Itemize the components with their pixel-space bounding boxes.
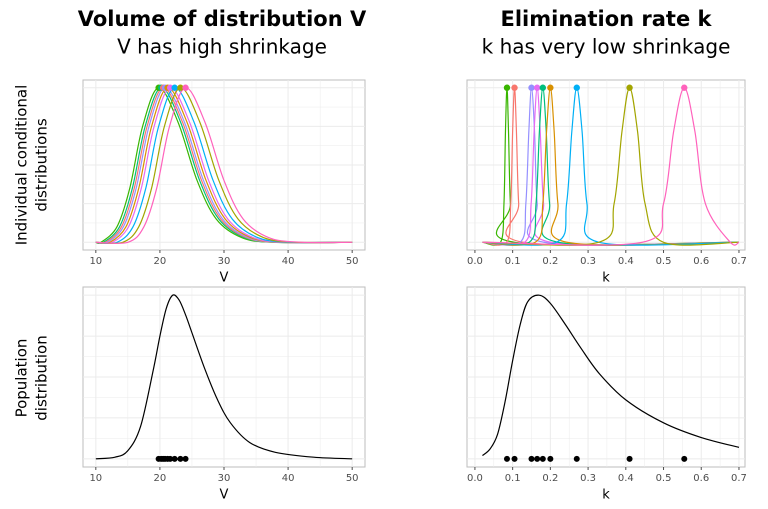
x-tick-label: 10 bbox=[89, 256, 102, 267]
column-subtitle: k has very low shrinkage bbox=[482, 35, 731, 59]
x-tick-label: 0.2 bbox=[542, 256, 558, 267]
individual-point bbox=[503, 455, 510, 462]
x-axis-title: V bbox=[220, 488, 229, 503]
column-subtitle: V has high shrinkage bbox=[117, 35, 327, 59]
x-tick-label: 0.7 bbox=[731, 473, 747, 484]
mode-point bbox=[533, 84, 541, 91]
x-tick-label: 0.4 bbox=[618, 256, 634, 267]
individual-point bbox=[534, 455, 541, 462]
individual-point bbox=[171, 455, 178, 462]
mode-point bbox=[547, 84, 554, 91]
mode-point bbox=[503, 84, 511, 91]
x-tick-label: 0.0 bbox=[467, 256, 483, 267]
column-title: Volume of distribution V bbox=[78, 7, 367, 31]
x-axis-title: k bbox=[602, 271, 610, 286]
density-line bbox=[95, 87, 353, 245]
x-axis-title: V bbox=[220, 271, 229, 286]
mode-point bbox=[511, 84, 518, 91]
individual-point bbox=[528, 455, 535, 462]
column-title: Elimination rate k bbox=[501, 7, 713, 31]
row-label-line: Individual conditional bbox=[13, 85, 31, 246]
density-line bbox=[482, 87, 739, 246]
individual-point bbox=[539, 455, 546, 462]
density-line bbox=[95, 87, 353, 245]
individual-point bbox=[681, 455, 688, 462]
density-line bbox=[482, 87, 739, 246]
density-line bbox=[482, 87, 740, 246]
x-tick-label: 30 bbox=[218, 473, 231, 484]
individual-point bbox=[547, 455, 554, 462]
mode-point bbox=[573, 84, 580, 91]
density-line bbox=[95, 87, 353, 245]
x-tick-label: 50 bbox=[346, 473, 359, 484]
mode-point bbox=[539, 84, 547, 91]
x-tick-label: 0.6 bbox=[693, 256, 709, 267]
x-tick-label: 0.0 bbox=[467, 473, 483, 484]
mode-point bbox=[528, 84, 535, 91]
x-tick-label: 50 bbox=[346, 256, 359, 267]
row-label-line: distributions bbox=[33, 118, 51, 211]
x-tick-label: 0.4 bbox=[618, 473, 634, 484]
individual-point bbox=[167, 455, 174, 462]
x-tick-label: 10 bbox=[89, 473, 102, 484]
x-tick-label: 0.2 bbox=[542, 473, 558, 484]
x-tick-label: 0.5 bbox=[656, 256, 672, 267]
mode-point bbox=[626, 84, 633, 91]
mode-point bbox=[182, 84, 189, 91]
x-tick-label: 0.7 bbox=[731, 256, 747, 267]
x-tick-label: 0.5 bbox=[656, 473, 672, 484]
mode-point bbox=[166, 84, 174, 91]
x-tick-label: 0.3 bbox=[580, 256, 596, 267]
row-label-line: Population bbox=[13, 339, 31, 418]
individual-point bbox=[511, 455, 518, 462]
x-tick-label: 40 bbox=[282, 256, 295, 267]
individual-point bbox=[182, 455, 189, 462]
density-line bbox=[95, 87, 353, 245]
density-line bbox=[95, 87, 353, 245]
x-tick-label: 20 bbox=[154, 473, 167, 484]
density-line bbox=[95, 294, 353, 460]
individual-point bbox=[626, 455, 633, 462]
row-label: Population distribution bbox=[13, 335, 51, 420]
individual-point bbox=[177, 455, 184, 462]
density-line bbox=[482, 87, 739, 246]
x-tick-label: 30 bbox=[218, 256, 231, 267]
row-label-line: distribution bbox=[33, 335, 51, 420]
x-tick-label: 40 bbox=[282, 473, 295, 484]
individual-point bbox=[573, 455, 580, 462]
mode-point bbox=[681, 84, 688, 91]
x-tick-label: 0.1 bbox=[505, 473, 521, 484]
x-axis-title: k bbox=[602, 488, 610, 503]
x-tick-label: 0.3 bbox=[580, 473, 596, 484]
x-tick-label: 0.1 bbox=[505, 256, 521, 267]
density-line bbox=[95, 87, 353, 245]
density-line bbox=[482, 294, 740, 457]
density-line bbox=[95, 87, 353, 245]
mode-point bbox=[171, 84, 178, 91]
mode-point bbox=[177, 84, 184, 91]
density-line bbox=[482, 87, 739, 246]
x-tick-label: 20 bbox=[154, 256, 167, 267]
row-label: Individual conditional distributions bbox=[13, 85, 51, 246]
x-tick-label: 0.6 bbox=[693, 473, 709, 484]
